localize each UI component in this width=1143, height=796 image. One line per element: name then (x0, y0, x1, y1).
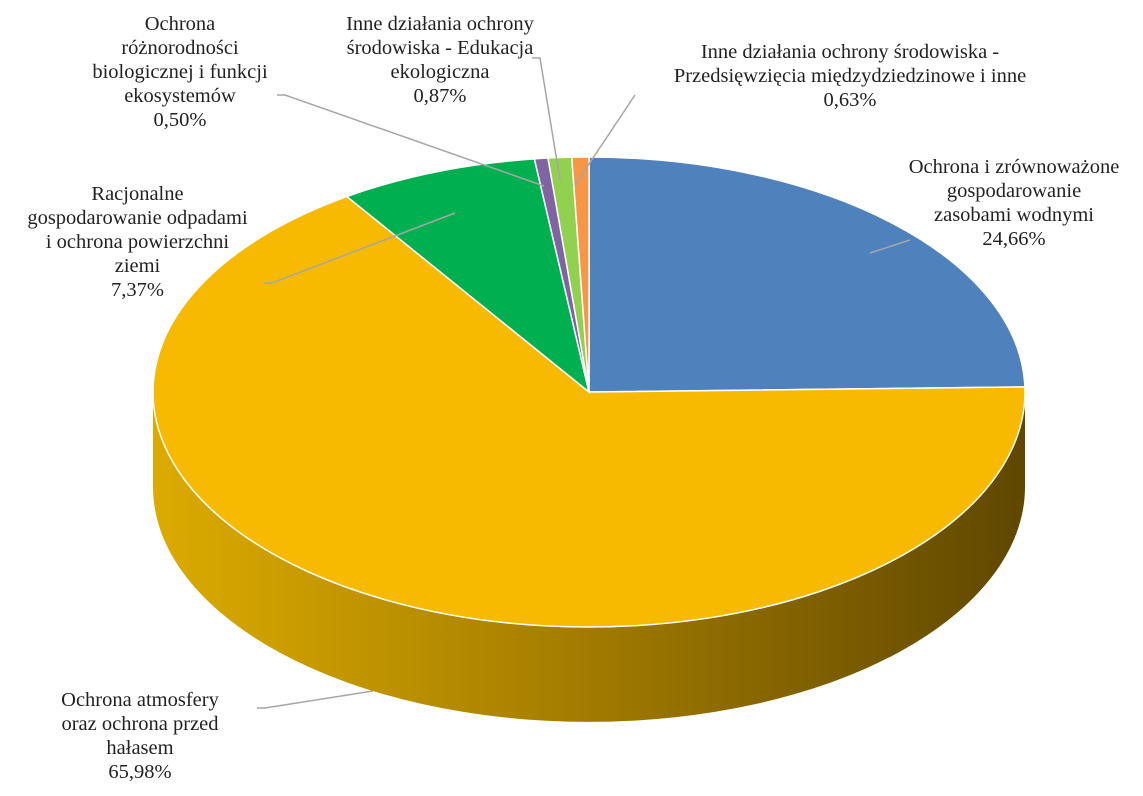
data-label-0-line-0: Ochrona i zrównoważone (908, 156, 1120, 178)
data-label-3-line-0: Ochrona (144, 13, 216, 35)
leader-line-3 (277, 94, 545, 187)
leader-line-0 (869, 239, 911, 254)
data-label-5-line-1: Przedsięwzięcia międzydziedzinowe i inne (673, 65, 1027, 87)
data-label-2-line-3: ziemi (114, 255, 161, 277)
data-label-3: Ochrona różnorodności biologicznej i funkc… (70, 12, 290, 132)
data-label-3-line-3: ekosystemów (124, 85, 236, 107)
data-label-5-value: 0,63% (823, 89, 877, 111)
data-label-2-line-2: i ochrona powierzchni (45, 231, 230, 253)
data-label-2-line-1: gospodarowanie odpadami (27, 207, 248, 229)
data-label-2-line-0: Racjonalne (91, 183, 184, 205)
data-label-4: Inne działania ochrony środowiska - Eduka… (310, 12, 570, 108)
data-label-0-line-2: zasobami wodnymi (934, 204, 1094, 226)
pie-slice-5 (570, 156, 590, 393)
data-label-1: Ochrona atmosfery oraz ochrona przed hałas… (15, 688, 265, 784)
data-label-3-value: 0,50% (153, 109, 207, 131)
data-label-4-value: 0,87% (413, 85, 467, 107)
data-label-2: Racjonalne gospodarowanie odpadami i ochro… (15, 182, 260, 302)
data-label-1-line-2: hałasem (106, 737, 174, 759)
pie-slice-1 (152, 195, 1026, 628)
pie-slice-2 (345, 158, 591, 394)
data-label-3-line-2: biologicznej i funkcji (92, 61, 268, 83)
leader-line-5 (574, 94, 636, 186)
data-label-2-value: 7,37% (111, 279, 164, 301)
data-label-5: Inne działania ochrony środowiska - Przed… (630, 40, 1070, 112)
pie-side-wall (153, 392, 1025, 722)
data-label-1-value: 65,98% (108, 761, 172, 783)
pie-slice-0 (588, 156, 1026, 393)
leader-line-1 (257, 690, 374, 709)
data-label-0-line-1: gospodarowanie (946, 180, 1082, 202)
data-label-5-line-0: Inne działania ochrony środowiska - (700, 41, 1000, 63)
data-label-4-line-0: Inne działania ochrony (346, 13, 534, 35)
data-label-3-line-1: różnorodności (121, 37, 239, 59)
leader-line-2 (264, 212, 456, 284)
data-label-4-line-2: ekologiczna (390, 61, 490, 83)
data-label-4-line-1: środowiska - Edukacja (346, 37, 534, 59)
leader-line-4 (532, 57, 561, 181)
data-label-0-value: 24,66% (982, 228, 1046, 250)
data-label-1-line-1: oraz ochrona przed (61, 713, 219, 735)
data-label-1-line-0: Ochrona atmosfery (61, 689, 219, 711)
data-label-0: Ochrona i zrównoważone gospodarowanie zaso… (880, 155, 1143, 251)
